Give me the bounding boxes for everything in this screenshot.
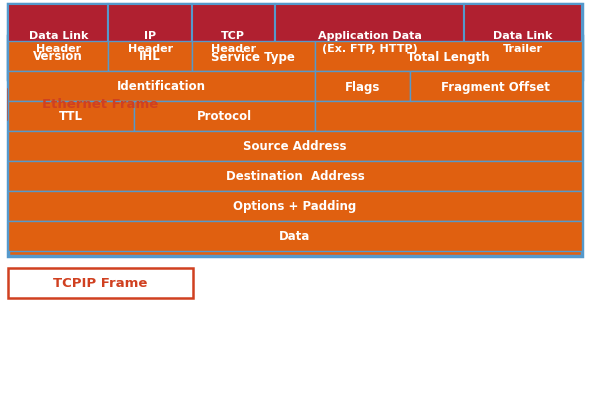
Bar: [275, 5, 464, 80]
Text: Fragment Offset: Fragment Offset: [441, 80, 550, 93]
Text: TCP
Header: TCP Header: [211, 31, 256, 54]
Bar: [315, 42, 582, 72]
Bar: [315, 72, 410, 102]
Text: Flags: Flags: [345, 80, 380, 93]
Bar: [8, 221, 582, 251]
Bar: [8, 72, 315, 102]
Bar: [8, 162, 582, 192]
Bar: [8, 192, 582, 221]
Text: TTL: TTL: [59, 110, 83, 123]
Bar: [109, 5, 192, 80]
Bar: [192, 42, 315, 72]
Text: Ethernet Frame: Ethernet Frame: [42, 98, 159, 111]
Bar: [410, 72, 582, 102]
Text: Protocol: Protocol: [197, 110, 253, 123]
Bar: [8, 42, 109, 72]
Bar: [8, 132, 582, 162]
Bar: [135, 102, 315, 132]
Text: Data: Data: [279, 230, 311, 243]
Text: IP
Header: IP Header: [127, 31, 173, 54]
Text: Data Link
Header: Data Link Header: [28, 31, 88, 54]
Bar: [8, 102, 135, 132]
Text: Destination  Address: Destination Address: [225, 170, 365, 183]
Text: Data Link
Trailer: Data Link Trailer: [493, 31, 553, 54]
Text: Options + Padding: Options + Padding: [234, 200, 356, 213]
Text: TCPIP Frame: TCPIP Frame: [53, 277, 148, 290]
Text: IHL: IHL: [139, 51, 161, 63]
Bar: [8, 5, 582, 80]
Text: Version: Version: [34, 51, 83, 63]
Bar: [8, 5, 109, 80]
Bar: [192, 5, 275, 80]
Bar: [8, 37, 582, 256]
Text: Service Type: Service Type: [211, 51, 296, 63]
Bar: [464, 5, 582, 80]
FancyBboxPatch shape: [8, 268, 193, 298]
Text: Identification: Identification: [117, 80, 206, 93]
FancyBboxPatch shape: [8, 90, 193, 120]
Text: Source Address: Source Address: [243, 140, 347, 153]
Text: Application Data
(Ex. FTP, HTTP): Application Data (Ex. FTP, HTTP): [317, 31, 422, 54]
Text: Total Length: Total Length: [407, 51, 490, 63]
Bar: [109, 42, 192, 72]
Bar: [315, 102, 582, 132]
